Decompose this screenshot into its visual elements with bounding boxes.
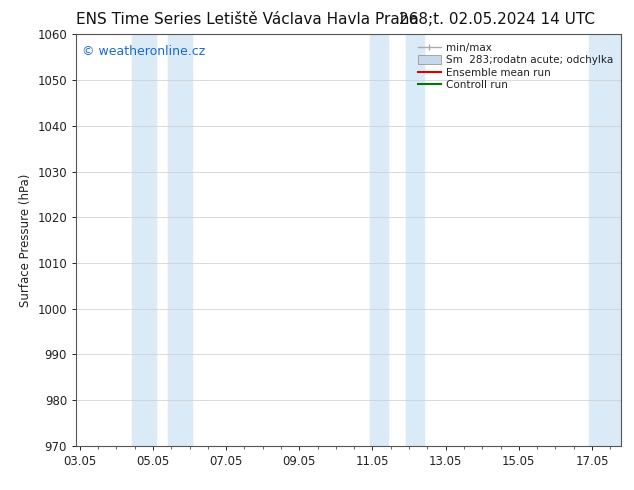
Bar: [132, 34, 156, 446]
Text: © weatheronline.cz: © weatheronline.cz: [82, 45, 205, 58]
Bar: [370, 34, 388, 446]
Bar: [168, 34, 193, 446]
Text: ENS Time Series Letiště Václava Havla Praha: ENS Time Series Letiště Václava Havla Pr…: [76, 12, 419, 27]
Bar: [406, 34, 424, 446]
Bar: [589, 34, 621, 446]
Y-axis label: Surface Pressure (hPa): Surface Pressure (hPa): [19, 173, 32, 307]
Legend: min/max, Sm  283;rodatn acute; odchylka, Ensemble mean run, Controll run: min/max, Sm 283;rodatn acute; odchylka, …: [415, 40, 616, 94]
Text: 268;t. 02.05.2024 14 UTC: 268;t. 02.05.2024 14 UTC: [399, 12, 595, 27]
